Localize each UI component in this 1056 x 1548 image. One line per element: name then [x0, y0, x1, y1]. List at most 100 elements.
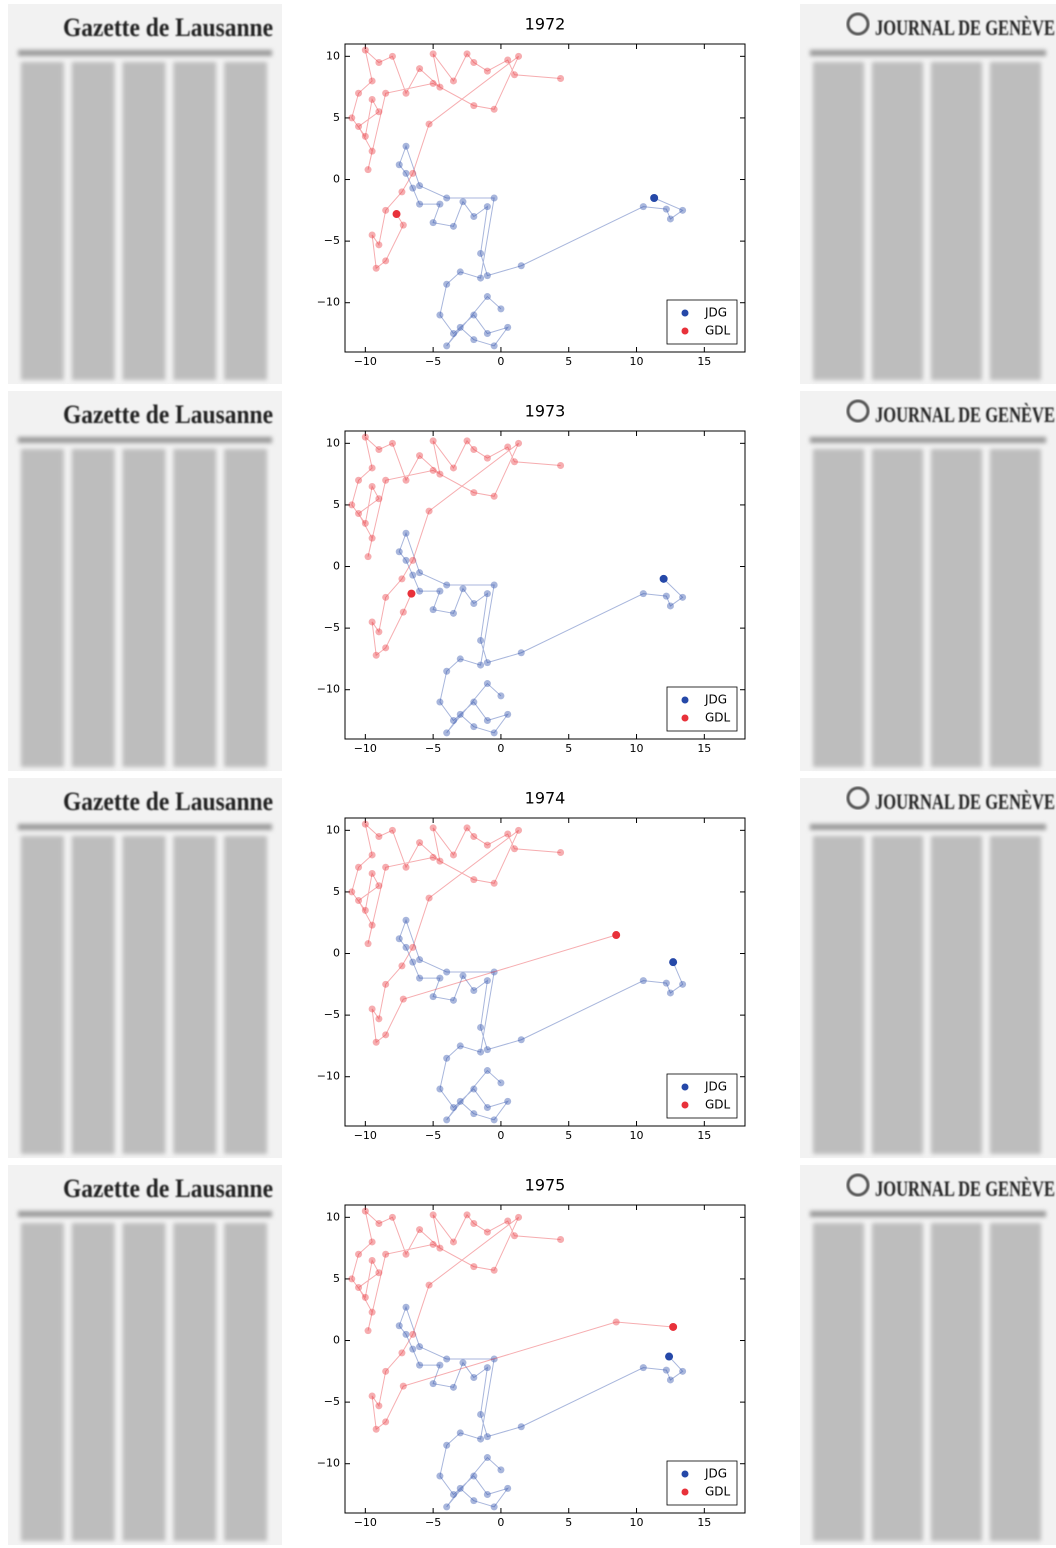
point [382, 864, 389, 871]
point [484, 842, 491, 849]
point [369, 1238, 376, 1245]
point [450, 1384, 457, 1391]
point [436, 858, 443, 865]
y-tick-label: 5 [333, 111, 340, 124]
y-tick-label: 10 [326, 1210, 340, 1223]
point [403, 557, 410, 564]
y-tick-label: −5 [324, 621, 340, 634]
column [21, 62, 64, 380]
point [362, 1294, 369, 1301]
point [504, 444, 511, 451]
point [459, 1359, 466, 1366]
newspaper-page: JOURNAL DE GENÈVE [800, 778, 1056, 1158]
current-point [669, 1323, 677, 1331]
text-columns [18, 50, 272, 380]
legend-marker [682, 697, 689, 704]
column [123, 1223, 166, 1541]
x-tick-label: 0 [497, 1129, 504, 1142]
point [355, 1251, 362, 1258]
point [416, 1343, 423, 1350]
point [369, 870, 376, 877]
current-point [393, 210, 401, 218]
y-tick-label: −5 [324, 1008, 340, 1021]
point [504, 57, 511, 64]
point [403, 944, 410, 951]
legend-marker [682, 1102, 689, 1109]
point [375, 628, 382, 635]
point [355, 123, 362, 130]
point [557, 75, 564, 82]
point [504, 1218, 511, 1225]
point [667, 215, 674, 222]
point [457, 1098, 464, 1105]
point [679, 981, 686, 988]
point [436, 588, 443, 595]
column [173, 1223, 216, 1541]
x-tick-label: 15 [697, 1129, 711, 1142]
column [813, 62, 864, 380]
x-tick-label: −10 [354, 1516, 377, 1529]
point [477, 662, 484, 669]
y-tick-label: 5 [333, 1272, 340, 1285]
chart-title: 1972 [525, 15, 566, 34]
point [457, 1429, 464, 1436]
point [518, 262, 525, 269]
point [430, 467, 437, 474]
point [450, 464, 457, 471]
point [369, 1005, 376, 1012]
point [362, 1208, 369, 1215]
point [375, 59, 382, 66]
column [72, 1223, 115, 1541]
newspaper-page: JOURNAL DE GENÈVE [800, 391, 1056, 771]
point [426, 121, 433, 128]
point [430, 80, 437, 87]
column [931, 449, 982, 767]
point [491, 1503, 498, 1510]
point [640, 977, 647, 984]
point [426, 1282, 433, 1289]
point [484, 68, 491, 75]
point [484, 272, 491, 279]
point [518, 1036, 525, 1043]
point [348, 501, 355, 508]
point [497, 1466, 504, 1473]
text-columns [18, 1211, 272, 1541]
newspaper-page: JOURNAL DE GENÈVE [800, 1165, 1056, 1545]
point [443, 969, 450, 976]
point [464, 824, 471, 831]
point [369, 1257, 376, 1264]
point [491, 195, 498, 202]
point [640, 1364, 647, 1371]
point [443, 195, 450, 202]
point [557, 849, 564, 856]
point [457, 268, 464, 275]
point [398, 962, 405, 969]
point [416, 569, 423, 576]
point [436, 312, 443, 319]
column [990, 449, 1041, 767]
point [470, 1497, 477, 1504]
y-tick-label: −10 [317, 296, 340, 309]
point [443, 1442, 450, 1449]
point [373, 1039, 380, 1046]
point [470, 59, 477, 66]
point [362, 907, 369, 914]
point [464, 1211, 471, 1218]
chart: 1973−10−5051015−10−50510JDGGDL [317, 402, 745, 756]
point [382, 644, 389, 651]
x-tick-label: −10 [354, 1129, 377, 1142]
point [375, 495, 382, 502]
column [813, 449, 864, 767]
point [450, 717, 457, 724]
masthead: Gazette de Lausanne [63, 1174, 273, 1203]
point [470, 336, 477, 343]
rule [18, 50, 272, 56]
point [409, 170, 416, 177]
point [470, 1086, 477, 1093]
point [459, 198, 466, 205]
point [409, 944, 416, 951]
point [430, 437, 437, 444]
column [21, 1223, 64, 1541]
point [470, 1374, 477, 1381]
point [470, 723, 477, 730]
